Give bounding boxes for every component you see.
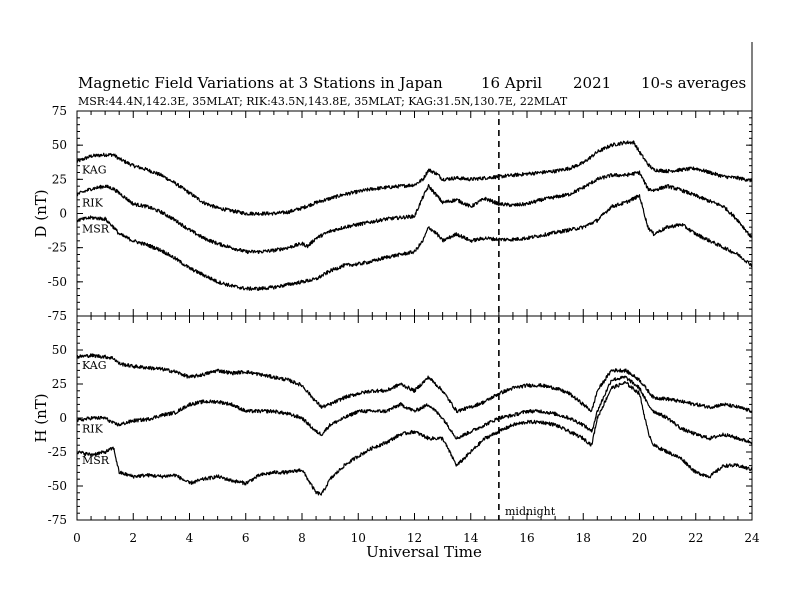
x-tick-label: 16 [519, 531, 534, 545]
series-line-kag [76, 140, 753, 216]
y-tick-label: 0 [59, 207, 67, 221]
y-tick-label: 25 [52, 172, 67, 186]
x-tick-label: 4 [186, 531, 194, 545]
chart-title-date: 16 April [481, 74, 542, 92]
chart-title: Magnetic Field Variations at 3 Stations … [78, 74, 443, 92]
y-tick-label: -75 [48, 309, 67, 323]
y-tick-label: -50 [48, 275, 67, 289]
chart-title-averaging: 10-s averages [641, 74, 746, 92]
x-tick-label: 8 [298, 531, 306, 545]
y-tick-label: -50 [48, 479, 67, 493]
y-tick-label: 25 [52, 377, 67, 391]
x-tick-label: 14 [463, 531, 479, 545]
y-tick-label: -75 [48, 513, 67, 527]
d-panel-frame [76, 110, 753, 317]
series-line-msr [76, 381, 753, 496]
x-tick-label: 22 [688, 531, 703, 545]
midnight-label: midnight [505, 505, 556, 518]
series-label-msr: MSR [82, 454, 110, 467]
series-label-kag: KAG [82, 359, 107, 372]
series-line-msr [76, 194, 753, 291]
y-tick-label: 50 [52, 343, 67, 357]
series-lines [76, 140, 753, 496]
x-tick-label: 6 [242, 531, 250, 545]
series-line-rik [76, 375, 753, 445]
x-tick-label: 18 [576, 531, 591, 545]
series-label-rik: RIK [82, 196, 104, 209]
h-panel-ylabel: H (nT) [32, 393, 50, 442]
x-tick-label: 10 [351, 531, 366, 545]
series-line-kag [76, 353, 753, 414]
x-tick-label: 24 [744, 531, 760, 545]
y-tick-label: 50 [52, 138, 67, 152]
d-panel-ylabel: D (nT) [32, 189, 50, 237]
chart-title-year: 2021 [573, 74, 611, 92]
y-tick-label: 75 [52, 104, 67, 118]
x-axis-label: Universal Time [366, 543, 482, 561]
series-label-kag: KAG [82, 164, 107, 177]
x-tick-label: 12 [407, 531, 422, 545]
series-label-msr: MSR [82, 222, 110, 235]
x-tick-label: 2 [129, 531, 137, 545]
x-tick-label: 0 [73, 531, 81, 545]
series-labels: KAG RIK MSR KAG RIK MSR [82, 164, 110, 467]
y-tick-label: 0 [59, 411, 67, 425]
y-tick-label: -25 [48, 445, 67, 459]
x-tick-label: 20 [632, 531, 647, 545]
h-panel-frame [76, 315, 753, 521]
y-tick-label: -25 [48, 241, 67, 255]
chart-subtitle: MSR:44.4N,142.3E, 35MLAT; RIK:43.5N,143.… [78, 95, 568, 108]
series-label-rik: RIK [82, 423, 104, 436]
series-line-rik [76, 170, 753, 255]
